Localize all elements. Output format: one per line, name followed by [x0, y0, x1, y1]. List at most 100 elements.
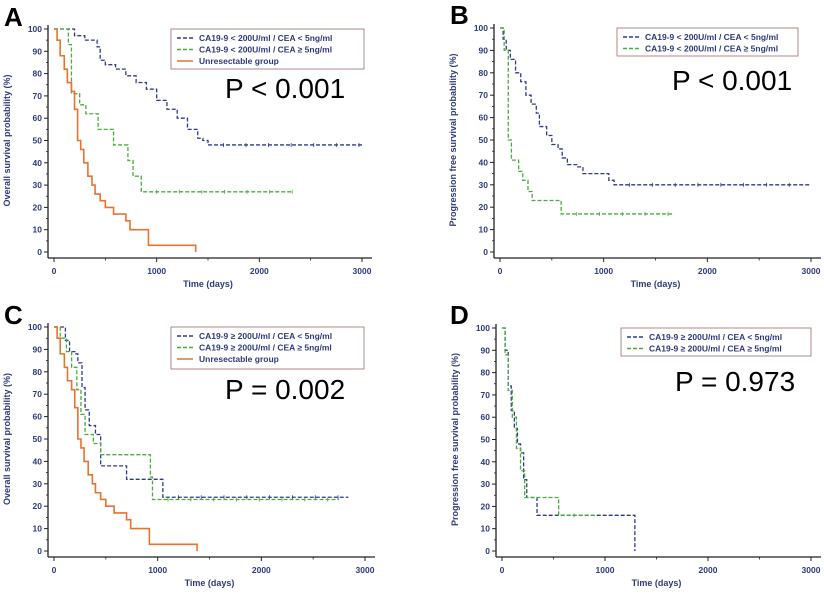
legend-entry: CA19-9 ≥ 200U/ml / CEA < 5ng/ml — [199, 331, 332, 341]
y-tick-label: 70 — [479, 90, 489, 100]
y-tick-label: 60 — [33, 113, 43, 123]
y-tick-label: 50 — [479, 135, 489, 145]
legend-entry: CA19-9 < 200U/ml / CEA < 5ng/ml — [199, 33, 332, 43]
y-tick-label: 0 — [37, 247, 42, 257]
y-tick-label: 40 — [481, 457, 491, 467]
km-curve-2 — [54, 28, 294, 193]
y-tick-label: 30 — [33, 180, 43, 190]
legend-box — [170, 326, 365, 370]
y-tick-label: 0 — [483, 247, 488, 257]
y-tick-label: 10 — [33, 225, 43, 235]
legend-box — [620, 327, 812, 357]
y-tick-label: 60 — [479, 113, 489, 123]
y-tick-label: 20 — [33, 202, 43, 212]
p-value-annotation: P = 0.002 — [225, 374, 345, 405]
y-tick-label: 60 — [33, 412, 43, 422]
y-tick-label: 80 — [33, 367, 43, 377]
y-tick-label: 40 — [33, 456, 43, 466]
legend: CA19-9 ≥ 200U/ml / CEA < 5ng/ml CA19-9 ≥ … — [620, 327, 812, 357]
km-curve-2 — [54, 326, 340, 501]
x-axis-title: Time (days) — [185, 578, 235, 588]
y-axis-title: Overall survival probability (%) — [2, 373, 12, 505]
y-tick-label: 50 — [481, 435, 491, 445]
y-tick-label: 40 — [33, 158, 43, 168]
legend-entry: CA19-9 < 200U/ml / CEA ≥ 5ng/ml — [645, 44, 778, 54]
x-tick-label: 2000 — [250, 266, 269, 276]
x-tick-label: 0 — [498, 266, 503, 276]
y-tick-label: 10 — [479, 225, 489, 235]
y-tick-label: 90 — [33, 46, 43, 56]
y-tick-label: 60 — [481, 412, 491, 422]
y-tick-label: 100 — [474, 23, 488, 33]
y-tick-label: 0 — [485, 546, 490, 556]
y-tick-label: 40 — [479, 157, 489, 167]
legend: CA19-9 ≥ 200U/ml / CEA < 5ng/ml CA19-9 ≥ … — [170, 326, 365, 370]
y-tick-label: 20 — [481, 501, 491, 511]
x-tick-label: 3000 — [353, 266, 372, 276]
km-curve-1 — [500, 27, 811, 186]
y-tick-label: 10 — [481, 524, 491, 534]
x-axis-title: Time (days) — [631, 279, 681, 289]
y-tick-label: 90 — [479, 45, 489, 55]
x-tick-label: 0 — [52, 565, 57, 575]
y-tick-label: 50 — [33, 434, 43, 444]
panel-letter: A — [4, 2, 23, 32]
y-tick-label: 100 — [28, 24, 42, 34]
x-tick-label: 3000 — [802, 565, 821, 575]
y-tick-label: 90 — [33, 344, 43, 354]
x-tick-label: 2000 — [252, 565, 271, 575]
y-tick-label: 30 — [481, 479, 491, 489]
p-value-annotation: P = 0.973 — [675, 366, 795, 397]
y-tick-label: 80 — [479, 68, 489, 78]
legend: CA19-9 < 200U/ml / CEA < 5ng/ml CA19-9 < … — [170, 28, 365, 70]
y-tick-label: 0 — [37, 546, 42, 556]
x-axis-title: Time (days) — [632, 578, 682, 588]
x-tick-label: 0 — [52, 266, 57, 276]
y-tick-label: 50 — [33, 136, 43, 146]
x-tick-label: 2000 — [698, 266, 717, 276]
y-tick-label: 70 — [33, 389, 43, 399]
panel-letter: D — [450, 300, 469, 330]
y-tick-label: 20 — [33, 501, 43, 511]
y-tick-label: 10 — [33, 524, 43, 534]
km-curve-2 — [502, 327, 597, 516]
y-axis-title: Overall survival probability (%) — [2, 74, 12, 206]
y-tick-label: 70 — [33, 91, 43, 101]
km-curve-1 — [54, 28, 362, 146]
x-tick-label: 3000 — [356, 565, 375, 575]
x-tick-label: 1000 — [148, 565, 167, 575]
y-tick-label: 20 — [479, 202, 489, 212]
legend-entry: Unresectable group — [199, 354, 279, 364]
panel-letter: B — [450, 0, 469, 30]
p-value-annotation: P < 0.001 — [225, 73, 345, 104]
km-curve-1 — [502, 327, 636, 551]
y-tick-label: 70 — [481, 390, 491, 400]
y-tick-label: 30 — [33, 479, 43, 489]
legend-box — [616, 27, 799, 57]
y-axis-title: Progression free survival probability (%… — [448, 53, 458, 226]
y-tick-label: 80 — [481, 368, 491, 378]
x-tick-label: 2000 — [699, 565, 718, 575]
legend-entry: CA19-9 < 200U/ml / CEA < 5ng/ml — [645, 32, 778, 42]
legend-box — [170, 28, 365, 70]
y-tick-label: 30 — [479, 180, 489, 190]
y-tick-label: 100 — [476, 323, 490, 333]
legend-entry: Unresectable group — [199, 56, 279, 66]
km-curve-3 — [54, 28, 197, 252]
x-tick-label: 1000 — [594, 266, 613, 276]
legend-entry: CA19-9 < 200U/ml / CEA ≥ 5ng/ml — [199, 45, 332, 55]
y-tick-label: 100 — [28, 322, 42, 332]
x-tick-label: 1000 — [596, 565, 615, 575]
x-tick-label: 0 — [500, 565, 505, 575]
km-curve-2 — [500, 27, 675, 215]
x-axis-title: Time (days) — [183, 279, 233, 289]
y-axis-title: Progression free survival probability (%… — [450, 353, 460, 526]
km-curve-3 — [54, 326, 198, 551]
x-tick-label: 3000 — [802, 266, 821, 276]
legend: CA19-9 < 200U/ml / CEA < 5ng/ml CA19-9 < … — [616, 27, 799, 57]
